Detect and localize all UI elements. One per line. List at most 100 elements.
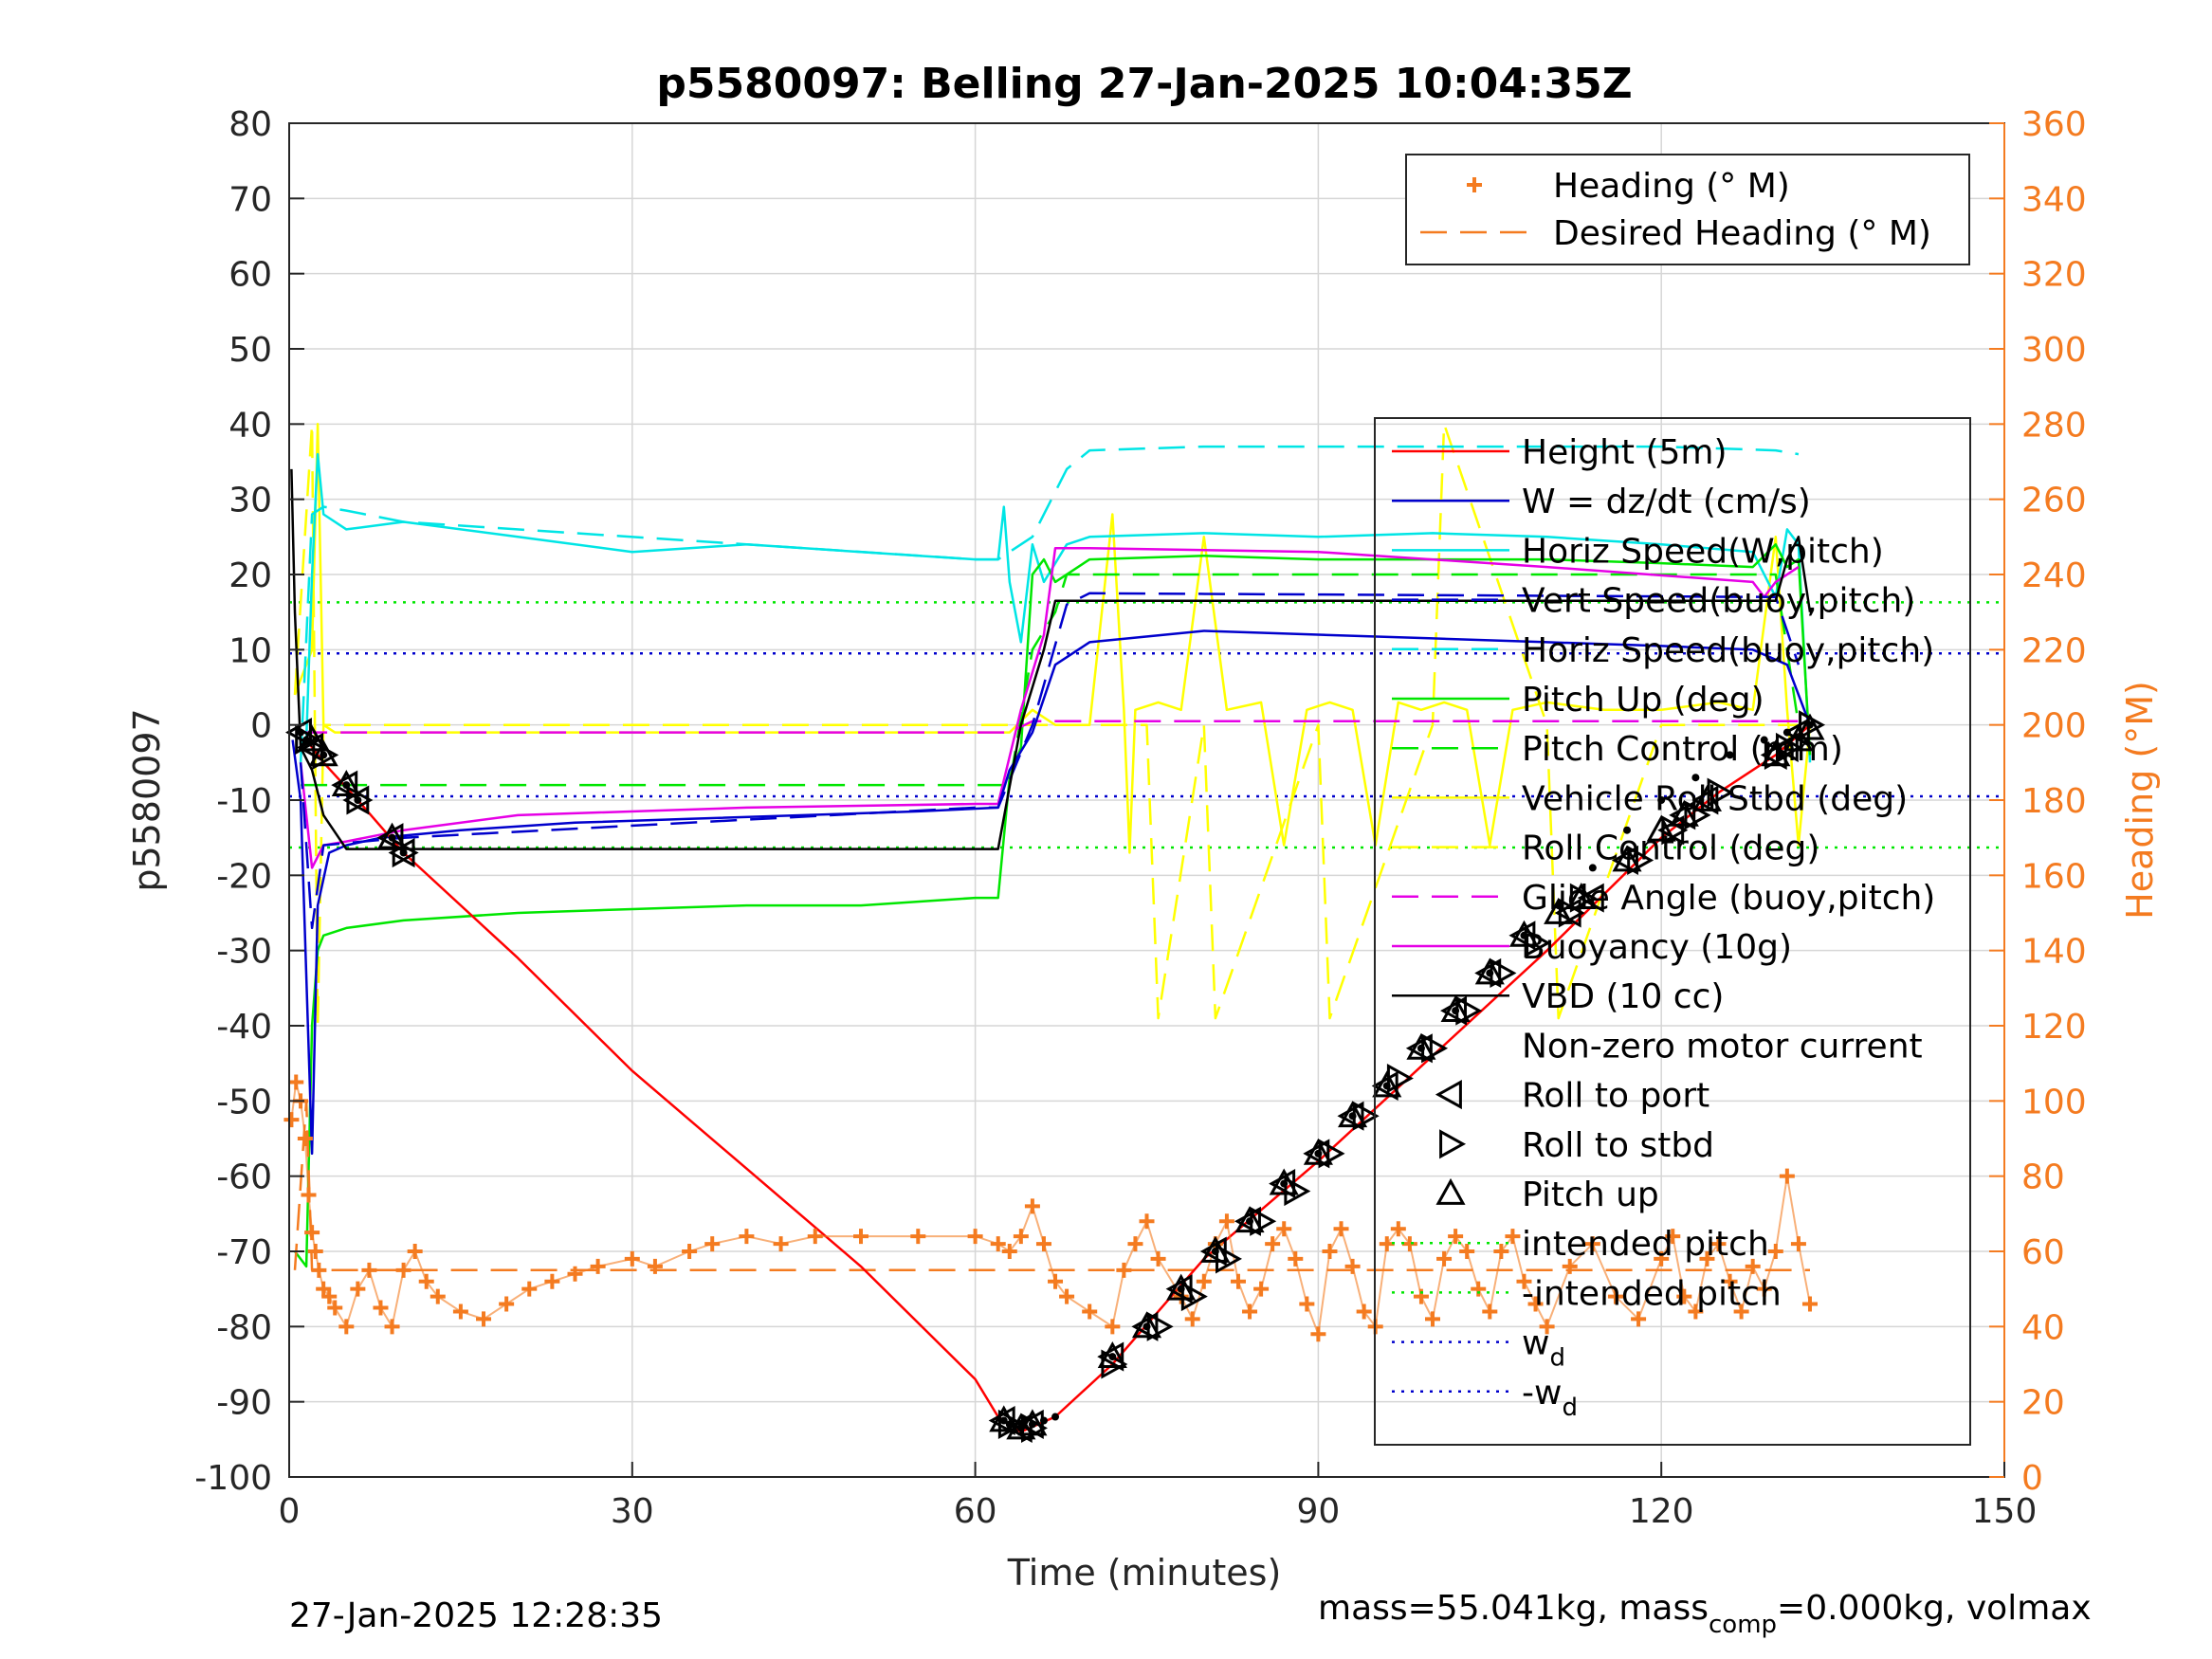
marker-tri-up <box>1131 1311 1162 1339</box>
legend-label-text: w <box>1522 1324 1549 1363</box>
y2-tick-label: 260 <box>2021 482 2087 520</box>
heading-point <box>1710 1236 1727 1252</box>
heading-point <box>327 1300 343 1316</box>
heading-point <box>338 1319 355 1335</box>
marker-tri-left <box>1131 1311 1159 1341</box>
marker-tri-right <box>1250 1206 1277 1236</box>
y-tick-label: -20 <box>216 857 272 896</box>
y-tick-label: -100 <box>194 1459 272 1498</box>
marker-tri-up <box>1097 1340 1127 1368</box>
series-line-horiz-speed-buoy-pitch <box>299 445 1800 763</box>
heading-point <box>1116 1262 1132 1278</box>
heading-point <box>1584 1236 1600 1252</box>
legend-label: Roll to port <box>1522 1077 1709 1116</box>
legend-swatch <box>1467 177 1482 192</box>
x-tick-label: 30 <box>611 1492 654 1531</box>
marker-tri-up <box>1338 1101 1368 1128</box>
heading-point <box>1767 1244 1783 1259</box>
legend-heading-label: Desired Heading (° M) <box>1553 214 1931 253</box>
series-line-buoyancy-10g <box>299 546 1800 869</box>
legend-label-text: Horiz Speed(W,pitch) <box>1522 532 1884 571</box>
y-ticks: 80 70 60 50 40 30 20 10 0 -10 -20 -30 -40 -50 -60 -70 -8… <box>194 105 304 1498</box>
heading-point <box>807 1229 823 1245</box>
heading-point <box>1333 1221 1349 1237</box>
x-tick-label: 90 <box>1296 1492 1340 1531</box>
heading-point <box>1471 1281 1487 1297</box>
legend-label: -intended pitch <box>1522 1274 1782 1313</box>
heading-point <box>647 1258 663 1274</box>
heading-point <box>301 1187 317 1203</box>
y-tick-label: -40 <box>216 1008 272 1047</box>
footer-mass-part2: =0.000kg, volmax <box>1777 1589 2092 1628</box>
heading-point <box>1218 1213 1234 1230</box>
heading-point <box>1196 1273 1212 1289</box>
heading-point <box>361 1262 377 1278</box>
heading-point <box>1184 1311 1200 1327</box>
heading-point <box>1527 1296 1544 1312</box>
heading-point <box>1082 1304 1098 1320</box>
heading-point <box>1539 1319 1555 1335</box>
marker-tri-up <box>1646 814 1676 842</box>
y2-tick-label: 340 <box>2021 180 2087 219</box>
series-line-vbd-10-cc <box>290 468 1812 850</box>
heading-point <box>1150 1250 1166 1267</box>
legend-label: Roll Control (deg) <box>1522 830 1819 868</box>
heading-point <box>1779 1168 1795 1184</box>
legend-label-text: Buoyancy (10g) <box>1522 928 1792 967</box>
motor-current-point <box>1726 751 1734 759</box>
heading-point <box>1127 1236 1143 1252</box>
heading-point <box>384 1319 400 1335</box>
y2-tick-label: 0 <box>2021 1459 2043 1498</box>
heading-point <box>418 1273 434 1289</box>
motor-current-point <box>1588 864 1597 872</box>
marker-tri-up <box>1508 920 1540 947</box>
x-tick-label: 120 <box>1629 1492 1694 1531</box>
heading-point <box>1035 1236 1051 1252</box>
y2-ticks: 3603403203002802602402202001801601401201… <box>1989 105 2087 1498</box>
legend-label: VBD (10 cc) <box>1522 977 1724 1016</box>
series-line-desired-heading-m <box>293 1100 1810 1272</box>
marker-tri-right <box>1318 1139 1345 1169</box>
heading-point <box>1699 1250 1715 1267</box>
marker-tri-up <box>1406 1032 1436 1060</box>
y-tick-label: -90 <box>216 1384 272 1423</box>
marker-tri-right <box>1216 1244 1243 1274</box>
legend-label-text: Pitch Up (deg) <box>1522 681 1764 720</box>
x-tick-label: 0 <box>279 1492 301 1531</box>
legend-label: Buoyancy (10g) <box>1522 928 1792 967</box>
y2-tick-label: 40 <box>2021 1308 2065 1347</box>
legend-label: Pitch Control (mm) <box>1522 730 1843 769</box>
legend-label: Pitch Up (deg) <box>1522 681 1764 720</box>
legend-swatch <box>1435 1177 1466 1205</box>
marker-tri-up <box>1303 1138 1333 1165</box>
y2-tick-label: 220 <box>2021 631 2087 670</box>
legend-swatch <box>1439 1129 1467 1159</box>
footer-mass-part1: mass=55.041kg, mass <box>1318 1589 1709 1628</box>
legend-label-text: Pitch up <box>1522 1176 1659 1214</box>
heading-point <box>1242 1304 1258 1320</box>
legend-label-text: -intended pitch <box>1522 1274 1782 1313</box>
marker-tri-left <box>1440 995 1468 1026</box>
heading-point <box>1401 1236 1417 1252</box>
heading-point <box>1631 1311 1647 1327</box>
series-layer <box>283 423 1818 1433</box>
motor-current-point <box>999 1416 1008 1425</box>
marker-tri-right <box>1352 1101 1380 1131</box>
heading-point <box>1276 1221 1292 1237</box>
marker-tri-up <box>1006 1413 1036 1440</box>
heading-point <box>499 1296 515 1312</box>
marker-tri-left <box>331 770 358 800</box>
y2-tick-label: 160 <box>2021 857 2087 896</box>
legend-label-text: Roll to port <box>1522 1077 1709 1116</box>
y2-tick-label: 300 <box>2021 331 2087 370</box>
x-tick-label: 150 <box>1972 1492 2038 1531</box>
marker-tri-up <box>1761 739 1791 767</box>
y-tick-label: 60 <box>229 256 272 295</box>
legend-label-text: Horiz Speed(buoy,pitch) <box>1522 631 1934 670</box>
motor-current-point <box>1623 826 1632 834</box>
heading-point <box>1562 1258 1578 1274</box>
heading-point <box>395 1262 411 1278</box>
marker-tri-up <box>1566 883 1597 910</box>
y-tick-label: 0 <box>250 707 272 746</box>
y2-tick-label: 180 <box>2021 782 2087 821</box>
